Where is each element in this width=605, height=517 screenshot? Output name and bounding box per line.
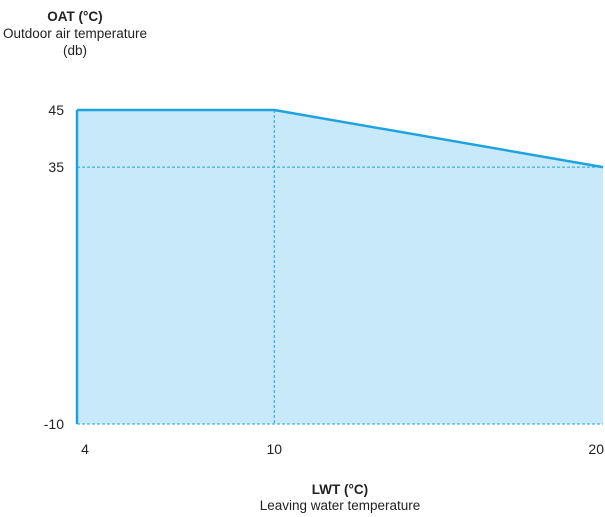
y-axis-title: OAT (°C) Outdoor air temperature (db) xyxy=(0,8,150,59)
y-tick-label: 35 xyxy=(48,159,64,175)
x-tick-label: 10 xyxy=(266,441,282,457)
envelope-area xyxy=(77,110,603,424)
x-axis-label: LWT (°C) xyxy=(311,482,369,497)
y-tick-label: -10 xyxy=(44,416,64,432)
x-axis-title: LWT (°C) Leaving water temperature xyxy=(180,482,500,514)
y-axis-sublabel: Outdoor air temperature (db) xyxy=(2,26,148,58)
envelope-edge xyxy=(77,108,604,169)
y-tick-label: 45 xyxy=(48,102,64,118)
x-axis-sublabel: Leaving water temperature xyxy=(259,498,421,513)
y-axis-label: OAT (°C) xyxy=(47,9,103,24)
x-tick-label: 4 xyxy=(81,441,89,457)
x-tick-label: 20 xyxy=(588,441,604,457)
